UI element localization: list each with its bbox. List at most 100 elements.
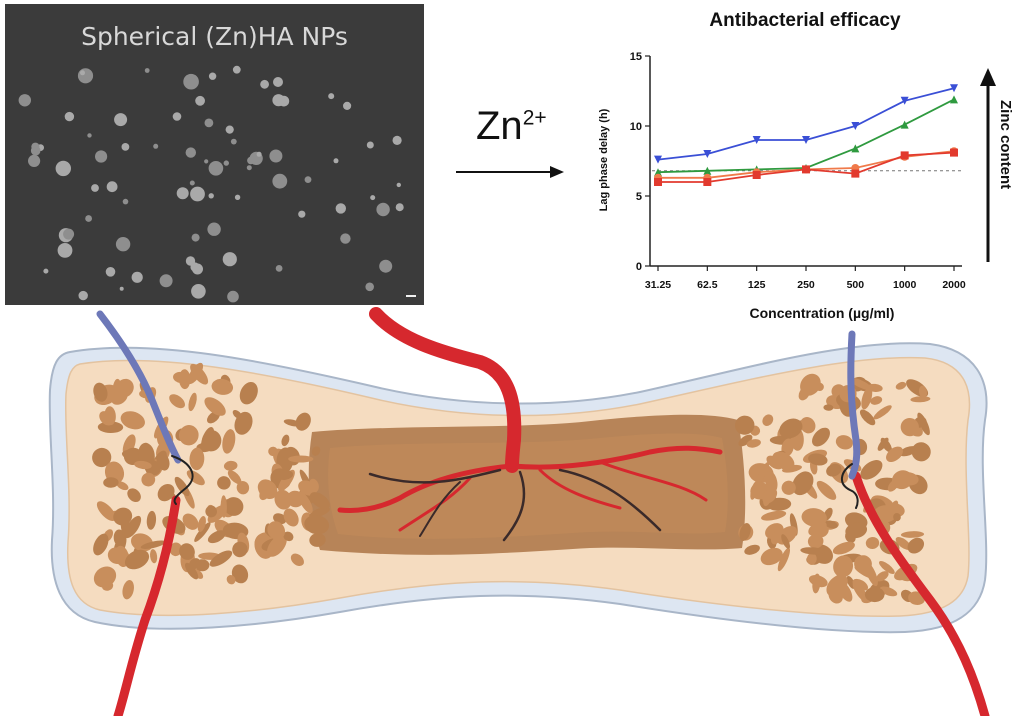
trabecula bbox=[276, 470, 294, 480]
nanoparticle bbox=[80, 70, 85, 76]
trabecula bbox=[97, 421, 124, 434]
nanoparticle bbox=[275, 265, 283, 272]
trabecula bbox=[750, 481, 759, 500]
trabecula bbox=[267, 521, 286, 540]
trabecula bbox=[178, 425, 199, 446]
marrow-vein-3 bbox=[558, 468, 662, 532]
trabecula bbox=[789, 426, 798, 433]
trabecula bbox=[127, 488, 141, 503]
trabecula bbox=[824, 520, 838, 529]
trabecula bbox=[182, 513, 199, 530]
nanoparticle bbox=[328, 93, 335, 100]
nanoparticle bbox=[343, 101, 352, 110]
trabecula bbox=[798, 386, 810, 401]
trabecula bbox=[762, 488, 778, 504]
trabecula bbox=[184, 562, 199, 580]
nanoparticle bbox=[272, 173, 288, 189]
data-point bbox=[950, 148, 958, 157]
nanoparticle bbox=[335, 203, 346, 214]
trabecula bbox=[900, 531, 925, 538]
nanoparticle bbox=[119, 286, 124, 291]
marrow-vein-4 bbox=[419, 481, 461, 537]
trabecula bbox=[808, 453, 828, 466]
nanoparticle bbox=[204, 118, 214, 128]
vein-left bbox=[96, 310, 182, 464]
nanoparticle bbox=[87, 133, 92, 138]
trabecula bbox=[111, 389, 128, 405]
data-point bbox=[752, 171, 761, 179]
trabecula bbox=[239, 381, 258, 405]
trabecula bbox=[792, 471, 814, 496]
trabecula bbox=[169, 542, 183, 557]
trabecula bbox=[174, 476, 190, 497]
bone-illustration bbox=[48, 307, 990, 716]
trabecula bbox=[826, 463, 842, 477]
nanoparticle bbox=[43, 268, 49, 274]
trabecula bbox=[113, 507, 133, 526]
nanoparticle bbox=[333, 158, 339, 164]
trabecula bbox=[800, 547, 826, 555]
trabecula bbox=[879, 560, 895, 575]
nanoparticle bbox=[114, 113, 128, 127]
nanoparticle bbox=[208, 193, 214, 199]
trabecula bbox=[755, 461, 770, 486]
x-tick-label: 500 bbox=[847, 279, 865, 291]
nanoparticle bbox=[172, 112, 182, 121]
trabecula bbox=[124, 515, 142, 539]
trabecula bbox=[209, 550, 233, 567]
nanoparticle bbox=[195, 95, 206, 106]
nanoparticle bbox=[77, 68, 94, 84]
trabecula bbox=[231, 564, 249, 584]
trabecula bbox=[311, 446, 321, 456]
trabecula bbox=[766, 455, 783, 470]
x-tick-label: 125 bbox=[748, 279, 766, 291]
nanoparticle bbox=[131, 271, 143, 283]
nanoparticle bbox=[246, 165, 252, 171]
trabecula bbox=[283, 508, 299, 527]
nanoparticle bbox=[395, 203, 404, 212]
nanoparticle bbox=[18, 94, 31, 107]
nanoparticle bbox=[230, 138, 237, 145]
trabecula bbox=[116, 481, 129, 491]
nanoparticle bbox=[55, 160, 71, 177]
sem-title: Spherical (Zn)HA NPs bbox=[81, 22, 348, 51]
data-point bbox=[654, 168, 662, 177]
nanoparticle bbox=[95, 150, 108, 163]
chart: Antibacterial efficacy Lag phase delay (… bbox=[598, 10, 1014, 321]
trabecula bbox=[808, 575, 828, 588]
nanoparticle bbox=[57, 243, 73, 258]
nanoparticle bbox=[365, 282, 375, 292]
blood-vessels bbox=[96, 307, 990, 716]
trabecula bbox=[918, 385, 928, 399]
trabecula bbox=[186, 470, 205, 486]
nanoparticle bbox=[190, 186, 205, 202]
nanoparticle bbox=[204, 159, 209, 164]
sem-image-panel: Spherical (Zn)HA NPs bbox=[5, 4, 424, 305]
trabecula bbox=[104, 406, 116, 426]
nanoparticle bbox=[121, 143, 130, 151]
trabecula bbox=[746, 439, 761, 448]
nanoparticle bbox=[191, 284, 206, 299]
nanoparticle bbox=[28, 154, 41, 167]
trabecula bbox=[762, 414, 774, 427]
trabecula bbox=[93, 533, 109, 556]
chart-title: Antibacterial efficacy bbox=[709, 10, 901, 31]
ion-label: Zn2+ bbox=[476, 104, 547, 149]
trabecula bbox=[288, 455, 314, 463]
nanoparticle bbox=[159, 274, 173, 288]
trabecula bbox=[309, 507, 330, 518]
trabecula bbox=[888, 500, 899, 517]
trabecula bbox=[823, 404, 834, 411]
trabecula bbox=[835, 435, 853, 450]
trabecula bbox=[257, 479, 278, 500]
trabecula bbox=[806, 552, 817, 565]
trabecula bbox=[283, 531, 294, 542]
nanoparticle bbox=[370, 195, 376, 201]
trabecula bbox=[211, 378, 234, 395]
data-point bbox=[703, 178, 712, 186]
nanoparticle bbox=[208, 72, 217, 80]
trabecula bbox=[298, 480, 318, 496]
marrow-vein-1 bbox=[368, 468, 502, 484]
trabecula bbox=[911, 442, 931, 462]
nanoparticle bbox=[153, 143, 159, 149]
